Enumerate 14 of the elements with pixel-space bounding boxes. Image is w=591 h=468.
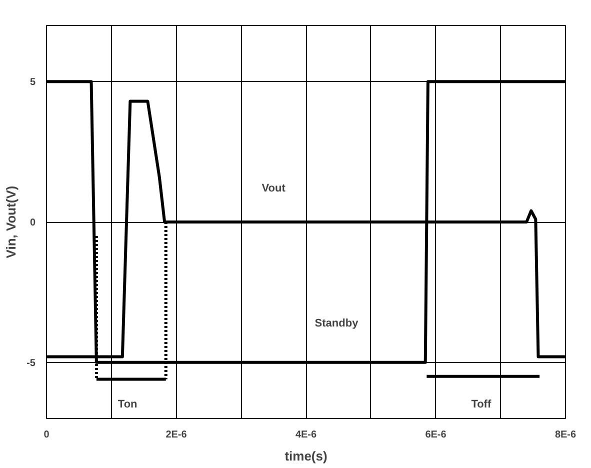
y-tick-label: 0 — [30, 218, 36, 228]
x-tick-label: 0 — [44, 430, 50, 440]
x-tick-label: 8E-6 — [554, 430, 576, 440]
y-tick-label: -5 — [26, 358, 36, 369]
x-tick-label: 6E-6 — [425, 430, 447, 440]
annotation: Ton — [118, 398, 138, 410]
annotation: Vout — [262, 182, 286, 194]
y-axis-title: Vin, Vout(V) — [4, 186, 19, 258]
annotation: Standby — [314, 318, 360, 330]
y-tick-label: 5 — [30, 77, 36, 88]
x-tick-label: 2E-6 — [166, 430, 188, 440]
x-axis-title: time(s) — [284, 448, 328, 464]
annotation: Toff — [471, 398, 492, 410]
x-tick-label: 4E-6 — [295, 430, 317, 440]
